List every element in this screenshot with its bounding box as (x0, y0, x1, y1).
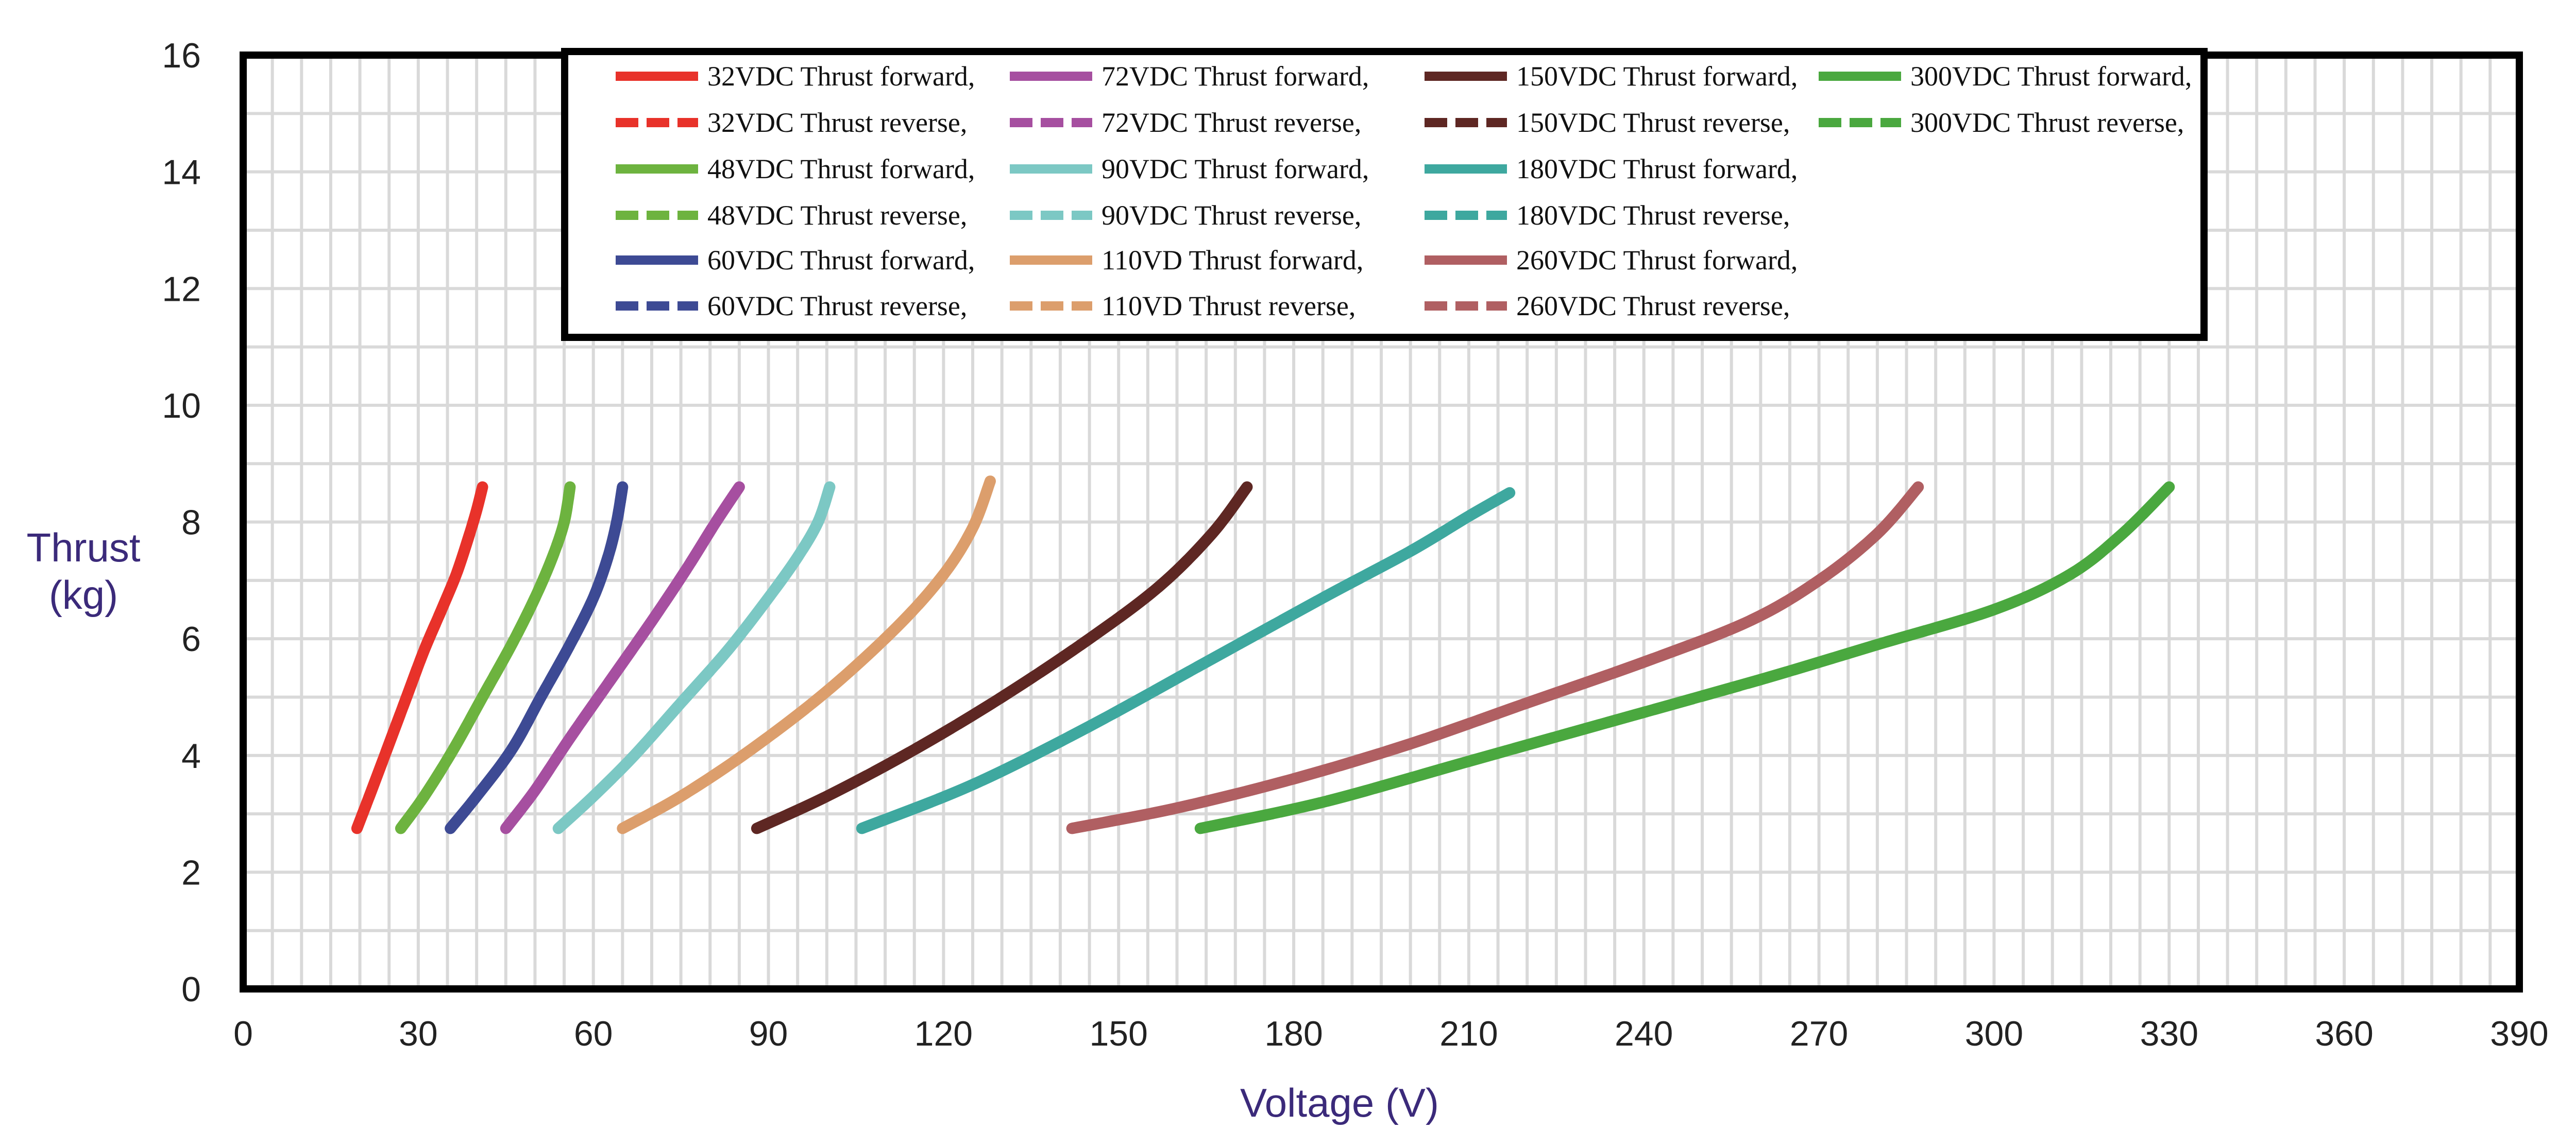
legend-label-forward: 260VDC Thrust forward, (1516, 245, 1798, 276)
series-reverse-line (754, 483, 1252, 834)
x-tick-label: 240 (1615, 1014, 1673, 1053)
legend-label-reverse: 48VDC Thrust reverse, (707, 200, 967, 231)
series-reverse-line (619, 479, 996, 834)
x-axis-title: Voltage (V) (1240, 1080, 1439, 1125)
y-tick-labels: 0 2 4 6 8 10 12 14 16 (162, 36, 201, 1009)
y-tick-label: 14 (162, 153, 201, 192)
series-reverse-line (396, 486, 576, 832)
x-tick-label: 180 (1264, 1014, 1323, 1053)
x-tick-label: 300 (1965, 1014, 2023, 1053)
data-curves (351, 475, 2175, 834)
x-tick-label: 360 (2315, 1014, 2373, 1053)
x-tick-label: 120 (914, 1014, 973, 1053)
x-tick-label: 210 (1439, 1014, 1498, 1053)
y-tick-label: 10 (162, 386, 201, 425)
legend-label-reverse: 72VDC Thrust reverse, (1101, 107, 1361, 138)
y-tick-label: 8 (181, 503, 201, 542)
legend-label-reverse: 180VDC Thrust reverse, (1516, 200, 1790, 231)
y-axis-title-line-1: Thrust (26, 525, 140, 570)
y-tick-label: 4 (181, 737, 201, 776)
series-reverse-line (446, 486, 629, 832)
legend-label-forward: 180VDC Thrust forward, (1516, 153, 1798, 184)
y-tick-label: 16 (162, 36, 201, 75)
legend-label-reverse: 90VDC Thrust reverse, (1101, 200, 1361, 231)
legend-label-forward: 72VDC Thrust forward, (1101, 61, 1369, 92)
y-tick-label: 0 (181, 970, 201, 1009)
y-axis-title-line-2: (kg) (49, 572, 118, 618)
x-tick-labels: 0 30 60 90 120 150 180 210 240 270 300 330 360 390 (233, 1014, 2549, 1053)
legend-label-reverse: 260VDC Thrust reverse, (1516, 290, 1790, 321)
legend-label-reverse: 150VDC Thrust reverse, (1516, 107, 1790, 138)
x-tick-label: 30 (399, 1014, 438, 1053)
series-reverse-line (351, 485, 488, 831)
legend-label-reverse: 110VD Thrust reverse, (1101, 290, 1355, 321)
legend-label-forward: 48VDC Thrust forward, (707, 153, 975, 184)
legend: 32VDC Thrust forward, 32VDC Thrust revers… (561, 48, 2208, 341)
legend-label-forward: 32VDC Thrust forward, (707, 61, 975, 92)
y-tick-label: 12 (162, 269, 201, 309)
x-tick-label: 270 (1790, 1014, 1848, 1053)
series-reverse-line (859, 488, 1513, 834)
x-tick-label: 330 (2140, 1014, 2198, 1053)
legend-label-forward: 90VDC Thrust forward, (1101, 153, 1369, 184)
legend-items: 32VDC Thrust forward, 32VDC Thrust revers… (616, 61, 2192, 321)
legend-label-reverse: 300VDC Thrust reverse, (1910, 107, 2184, 138)
legend-label-reverse: 60VDC Thrust reverse, (707, 290, 967, 321)
x-tick-label: 0 (233, 1014, 253, 1053)
series-reverse-line (1199, 483, 2174, 834)
y-tick-label: 6 (181, 620, 201, 659)
x-tick-label: 90 (749, 1014, 788, 1053)
x-tick-label: 150 (1089, 1014, 1147, 1053)
legend-label-forward: 60VDC Thrust forward, (707, 245, 975, 276)
series-reverse-line (554, 485, 835, 833)
y-tick-label: 2 (181, 853, 201, 892)
series-reverse-line (1071, 483, 1923, 834)
legend-label-forward: 300VDC Thrust forward, (1910, 61, 2192, 92)
x-tick-label: 390 (2490, 1014, 2548, 1053)
legend-label-forward: 110VD Thrust forward, (1101, 245, 1363, 276)
legend-box (561, 48, 2208, 341)
legend-label-forward: 150VDC Thrust forward, (1516, 61, 1798, 92)
legend-label-reverse: 32VDC Thrust reverse, (707, 107, 967, 138)
series-reverse-line (501, 484, 744, 832)
x-tick-label: 60 (574, 1014, 613, 1053)
